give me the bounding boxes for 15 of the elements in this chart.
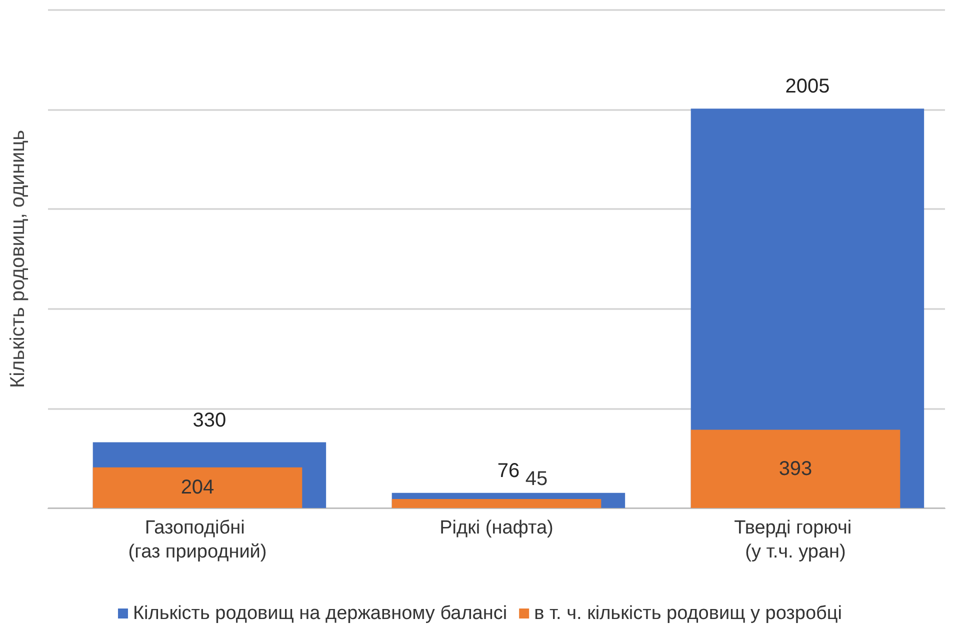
bar [92, 467, 302, 508]
data-label: 45 [525, 468, 548, 490]
bar [690, 430, 900, 508]
x-tick-label: Газоподібні (газ природний) [128, 518, 267, 562]
legend-label: Кількість родовищ на державному балансі [132, 603, 508, 624]
legend-label: в т. ч. кількість родовищ у розробці [534, 603, 842, 624]
data-label: 393 [778, 458, 812, 480]
bar [392, 499, 602, 508]
data-label: 330 [192, 409, 226, 432]
data-label: 76 [497, 460, 520, 482]
data-label: 204 [180, 476, 214, 499]
x-tick-label: Тверді горючі (у т.ч. уран) [734, 518, 857, 562]
x-tick-label: Рідкі (нафта) [440, 518, 554, 538]
y-axis-title: Кількість родовищ, одиниць [7, 130, 29, 388]
data-label: 2005 [785, 76, 830, 98]
